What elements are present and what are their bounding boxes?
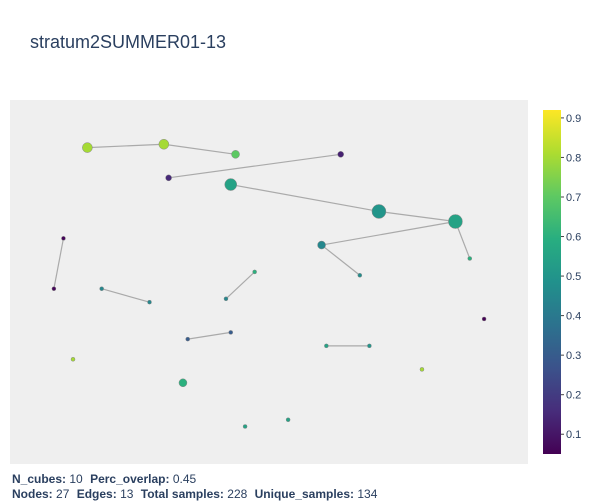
graph-node[interactable] [448, 214, 463, 229]
graph-node[interactable] [228, 330, 234, 335]
graph-node[interactable] [285, 417, 291, 423]
graph-edge [163, 143, 236, 155]
perc-overlap-value: 0.45 [172, 472, 197, 486]
graph-node[interactable] [367, 343, 372, 349]
network-chart: 0.1 0.2 0.3 0.4 0.5 0.6 0.7 0.8 0.9 [10, 100, 581, 464]
graph-node[interactable] [324, 343, 329, 349]
graph-node[interactable] [51, 286, 57, 291]
graph-edge [87, 143, 164, 149]
graph-node[interactable] [317, 240, 326, 250]
graph-node[interactable] [158, 138, 170, 150]
colorbar [543, 110, 561, 454]
unique-samples-value: 134 [357, 487, 378, 501]
colorbar-tick-label: 0.4 [566, 311, 581, 323]
graph-node[interactable] [61, 236, 66, 241]
unique-samples-label: Unique_samples: [254, 487, 355, 501]
n-cubes-label: N_cubes: [12, 472, 67, 486]
edges-layer [53, 143, 471, 347]
graph-node[interactable] [252, 269, 257, 275]
graph-node[interactable] [224, 178, 238, 191]
graph-edge [230, 183, 380, 213]
nodes-value: 27 [56, 487, 70, 501]
graph-node[interactable] [165, 174, 172, 182]
footer-line-2: Nodes: 27 Edges: 13 Total samples: 228 U… [12, 487, 381, 502]
graph-edge [321, 220, 456, 246]
total-samples-value: 228 [227, 487, 248, 501]
graph-edge [321, 244, 361, 276]
graph-node[interactable] [467, 256, 473, 261]
graph-edge [53, 238, 65, 289]
graph-edge [225, 271, 256, 300]
colorbar-tick-label: 0.1 [566, 429, 581, 441]
nodes-layer [51, 138, 487, 429]
colorbar-tick-label: 0.3 [566, 350, 581, 362]
graph-edge [187, 331, 231, 340]
footer-line-1: N_cubes: 10 Perc_overlap: 0.45 [12, 472, 381, 487]
graph-node[interactable] [242, 424, 248, 429]
graph-node[interactable] [185, 336, 190, 342]
edges-value: 13 [120, 487, 134, 501]
graph-node[interactable] [371, 204, 387, 219]
graph-edge [101, 288, 150, 303]
perc-overlap-label: Perc_overlap: [90, 472, 170, 486]
total-samples-label: Total samples: [140, 487, 224, 501]
colorbar-tick-label: 0.8 [566, 152, 581, 164]
colorbar-tick-label: 0.2 [566, 390, 581, 402]
stats-footer: N_cubes: 10 Perc_overlap: 0.45 Nodes: 27… [12, 472, 381, 502]
graph-edge [168, 153, 341, 179]
nodes-label: Nodes: [12, 487, 53, 501]
colorbar-tick-label: 0.5 [566, 271, 581, 283]
n-cubes-value: 10 [69, 472, 83, 486]
graph-node[interactable] [82, 142, 93, 153]
graph-node[interactable] [178, 378, 188, 388]
graph-node[interactable] [147, 299, 152, 305]
edges-label: Edges: [76, 487, 117, 501]
graph-node[interactable] [70, 357, 76, 362]
graph-node[interactable] [223, 296, 229, 302]
graph-node[interactable] [337, 151, 344, 158]
colorbar-ticks: 0.1 0.2 0.3 0.4 0.5 0.6 0.7 0.8 0.9 [561, 113, 581, 441]
graph-node[interactable] [419, 367, 425, 372]
graph-edge [378, 210, 456, 223]
chart-title: stratum2SUMMER01-13 [30, 32, 227, 52]
colorbar-tick-label: 0.9 [566, 113, 581, 125]
plot-area [10, 100, 528, 464]
graph-node[interactable] [231, 150, 240, 159]
colorbar-tick-label: 0.6 [566, 232, 581, 244]
graph-node[interactable] [99, 286, 104, 291]
colorbar-tick-label: 0.7 [566, 192, 581, 204]
graph-node[interactable] [357, 273, 363, 278]
graph-node[interactable] [481, 316, 487, 322]
